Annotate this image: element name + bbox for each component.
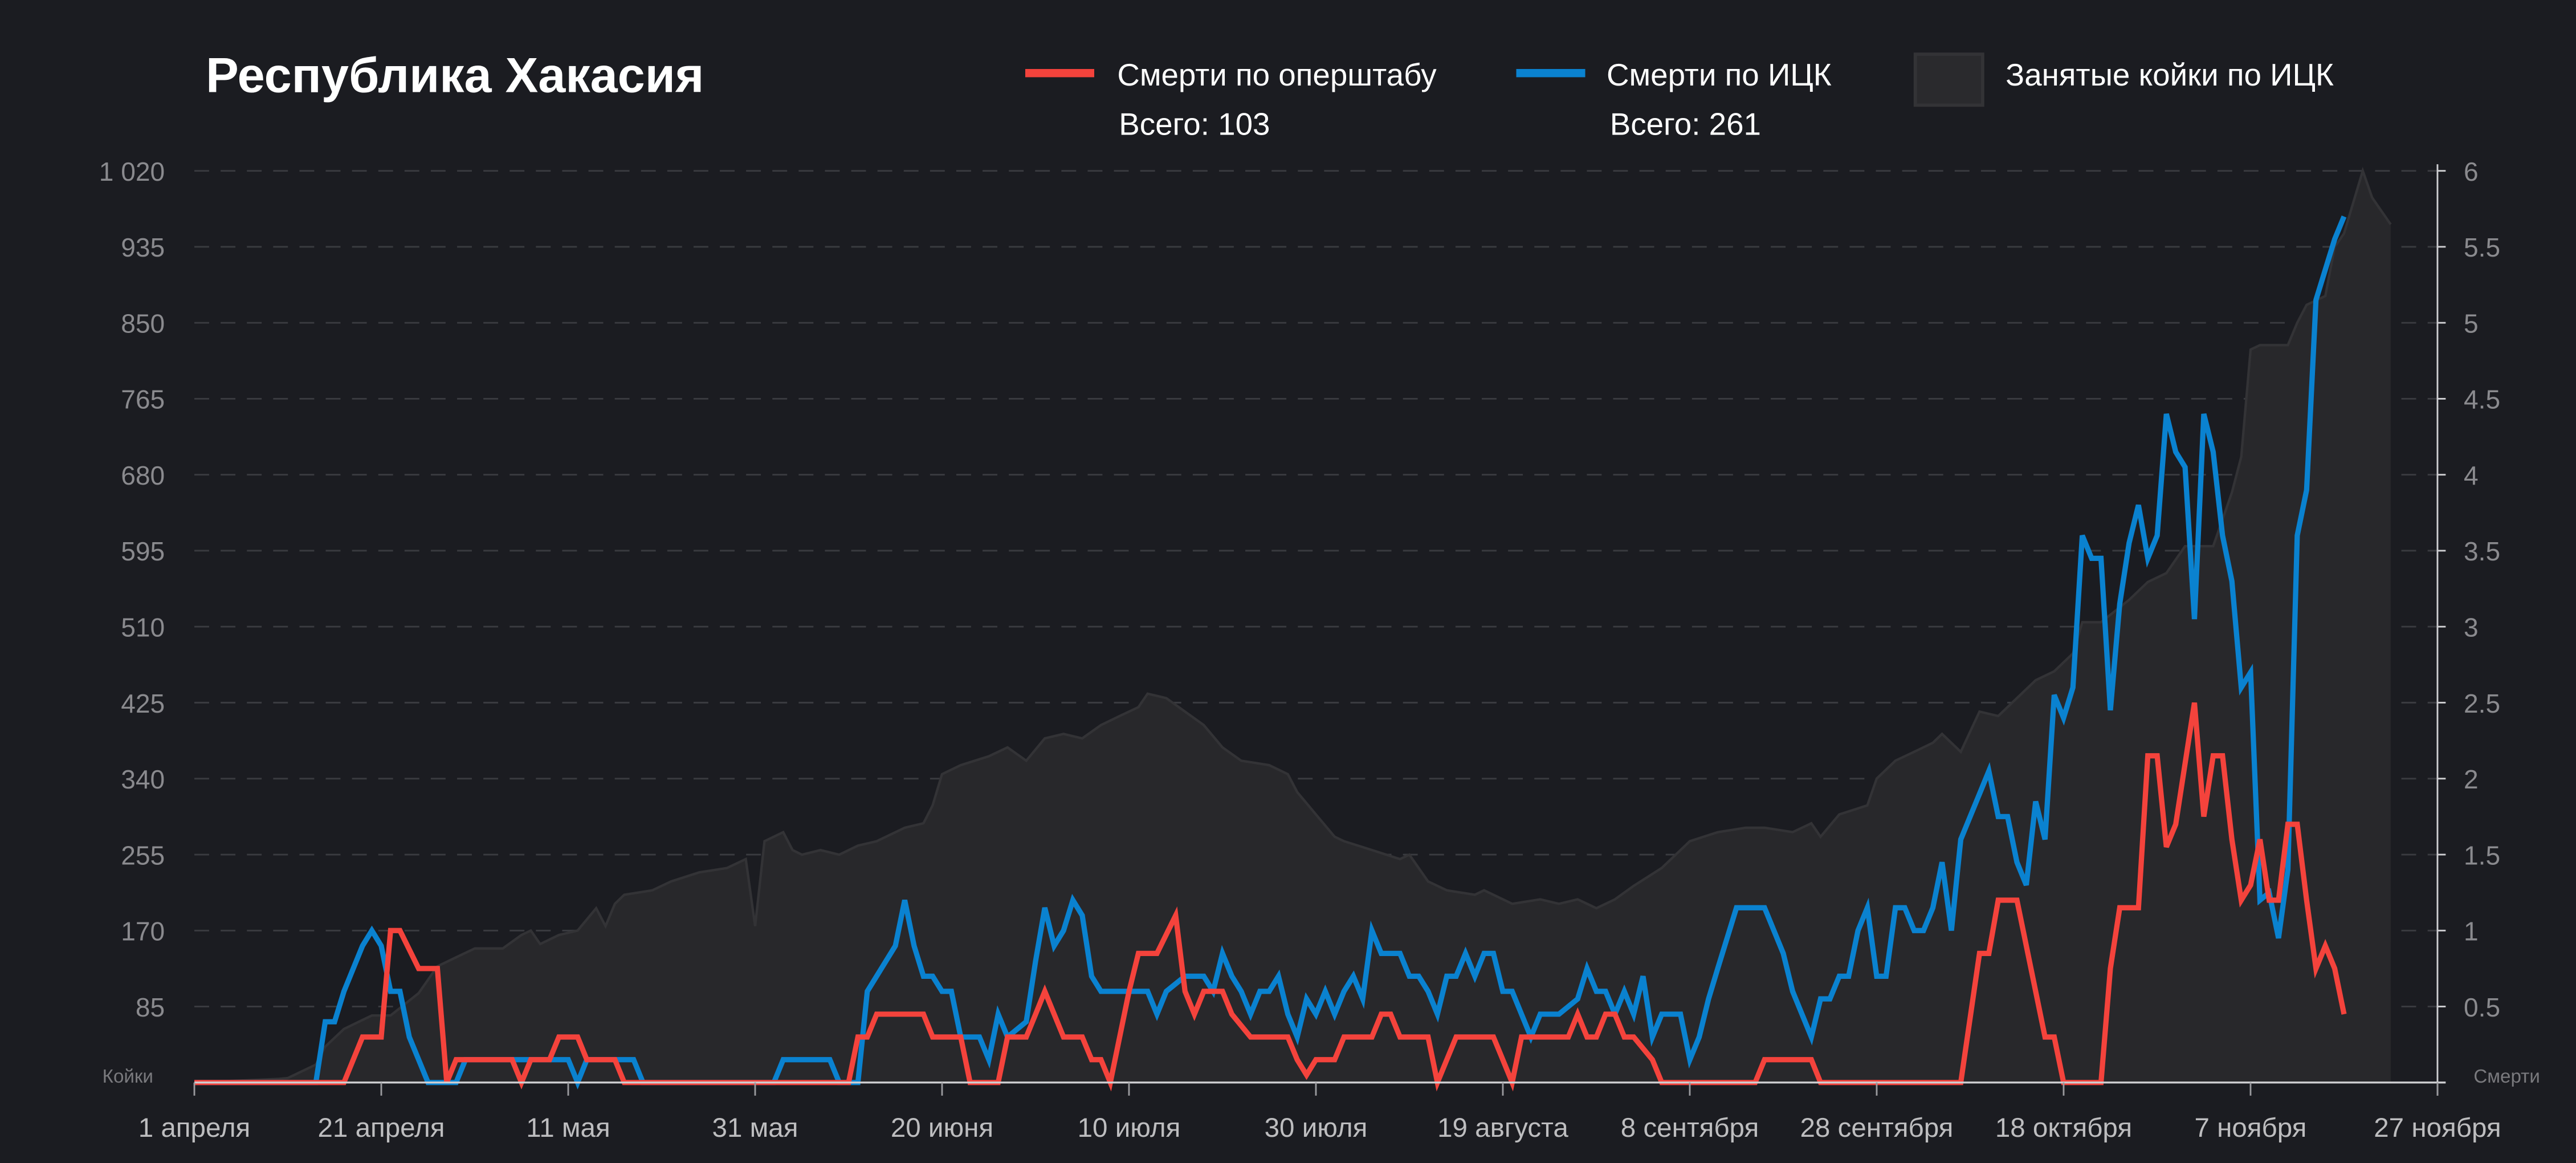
legend-item-ick[interactable]: Смерти по ИЦК Всего: 261	[1516, 57, 1832, 141]
x-tick-label: 31 мая	[712, 1113, 798, 1143]
x-tick-label: 28 сентября	[1800, 1113, 1954, 1143]
x-tick-label: 7 ноября	[2194, 1113, 2306, 1143]
right-tick-label: 3.5	[2464, 536, 2500, 566]
right-tick-label: 4	[2464, 461, 2479, 490]
right-tick-label: 3	[2464, 613, 2479, 643]
right-tick-label: 1	[2464, 917, 2479, 946]
legend-swatch-red	[1025, 69, 1094, 78]
legend: Смерти по оперштабу Всего: 103 Смерти по…	[1025, 52, 2334, 141]
legend-label: Смерти по оперштабу	[1117, 57, 1437, 92]
right-tick-label: 2.5	[2464, 689, 2500, 718]
left-tick-label: 425	[121, 689, 165, 718]
left-tick-label: 595	[121, 536, 165, 566]
left-tick-label: 850	[121, 308, 165, 338]
left-tick-label: 85	[136, 993, 165, 1022]
right-tick-label: 6	[2464, 157, 2479, 186]
right-tick-label: 1.5	[2464, 840, 2500, 870]
legend-label: Занятые койки по ИЦК	[2006, 57, 2334, 92]
x-tick-label: 27 ноября	[2374, 1113, 2501, 1143]
legend-swatch-area	[1913, 52, 1984, 107]
x-tick-label: 18 октября	[1995, 1113, 2132, 1143]
left-tick-label: 1 020	[99, 157, 165, 186]
legend-total: Всего: 103	[1119, 106, 1270, 141]
right-tick-label: 5.5	[2464, 233, 2500, 262]
x-tick-label: 1 апреля	[138, 1113, 251, 1143]
x-tick-label: 8 сентября	[1621, 1113, 1759, 1143]
x-tick-label: 30 июля	[1265, 1113, 1368, 1143]
x-tick-label: 10 июля	[1078, 1113, 1181, 1143]
right-tick-label: 5	[2464, 308, 2479, 338]
left-tick-label: 510	[121, 613, 165, 643]
x-tick-label: 19 августа	[1437, 1113, 1568, 1143]
legend-total: Всего: 261	[1610, 106, 1761, 141]
legend-item-opershtab[interactable]: Смерти по оперштабу Всего: 103	[1025, 57, 1437, 141]
x-tick-label: 11 мая	[526, 1113, 610, 1143]
series-line-ick	[194, 215, 2347, 1090]
left-tick-label: 765	[121, 385, 165, 414]
x-tick-label: 21 апреля	[318, 1113, 445, 1143]
left-tick-label: 255	[121, 840, 165, 870]
beds-area-fill	[194, 170, 2391, 1083]
legend-swatch-blue	[1516, 69, 1585, 78]
chart-title: Республика Хакасия	[206, 48, 704, 103]
left-tick-label: 680	[121, 461, 165, 490]
right-tick-label: 2	[2464, 765, 2479, 794]
right-axis-label: Смерти	[2473, 1066, 2540, 1087]
right-tick-label: 0.5	[2464, 993, 2500, 1022]
legend-label: Смерти по ИЦК	[1607, 57, 1832, 92]
left-tick-label: 340	[121, 765, 165, 794]
legend-item-beds[interactable]: Занятые койки по ИЦК	[1913, 52, 2334, 107]
right-tick-label: 4.5	[2464, 385, 2500, 414]
left-axis-label: Койки	[103, 1066, 153, 1087]
left-tick-label: 935	[121, 233, 165, 262]
left-tick-label: 170	[121, 917, 165, 946]
x-tick-label: 20 июня	[891, 1113, 993, 1143]
